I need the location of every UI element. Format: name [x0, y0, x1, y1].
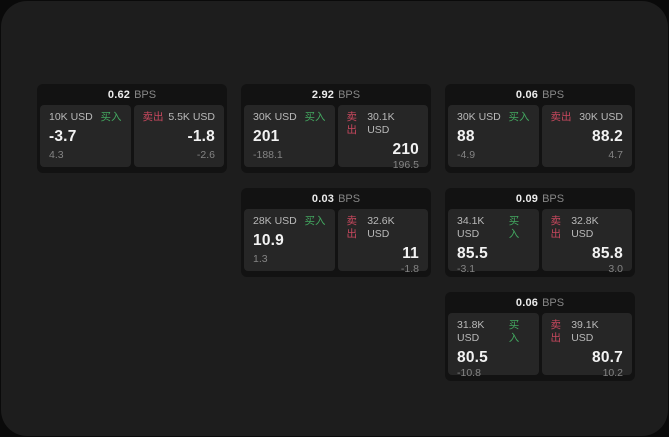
buy-panel[interactable]: 10K USD 买入 -3.7 4.3	[40, 105, 131, 167]
quote-card-1: 0.62 BPS 10K USD 买入 -3.7 4.3 卖出 5.5K USD…	[37, 84, 227, 173]
sell-price: 80.7	[592, 349, 623, 366]
sell-panel[interactable]: 卖出 32.8K USD 85.8 3.0	[541, 209, 632, 275]
bps-header: 0.09 BPS	[445, 188, 635, 209]
sell-price: -1.8	[187, 128, 215, 145]
buy-panel[interactable]: 34.1K USD 买入 85.5 -3.1	[448, 209, 539, 275]
buy-delta: -188.1	[253, 149, 283, 161]
sell-delta: 3.0	[608, 263, 623, 275]
bps-value: 0.03	[311, 192, 335, 205]
buy-delta: -10.8	[457, 367, 481, 379]
bps-value: 0.06	[515, 296, 539, 309]
quote-card-4: 0.03 BPS 28K USD 买入 10.9 1.3 卖出 32.6K US…	[241, 188, 431, 277]
buy-panel[interactable]: 30K USD 买入 201 -188.1	[244, 105, 335, 167]
buy-price: 10.9	[253, 232, 284, 249]
buy-price: -3.7	[49, 128, 77, 145]
buy-delta: -4.9	[457, 149, 476, 161]
sell-amount: 32.8K USD	[571, 215, 599, 240]
buy-price: 80.5	[457, 349, 488, 366]
bps-header: 0.03 BPS	[241, 188, 431, 209]
bps-unit-label: BPS	[542, 296, 565, 309]
buy-side-label: 买入	[304, 111, 326, 123]
buy-amount: 28K USD	[253, 215, 297, 227]
buy-side-label: 买入	[304, 215, 326, 227]
sell-panel[interactable]: 卖出 5.5K USD -1.8 -2.6	[133, 105, 224, 167]
sell-side-label: 卖出	[550, 111, 572, 123]
bps-unit-label: BPS	[338, 192, 361, 205]
sell-delta: 4.7	[608, 149, 623, 161]
bps-header: 0.62 BPS	[37, 84, 227, 105]
buy-panel[interactable]: 31.8K USD 买入 80.5 -10.8	[448, 313, 539, 379]
bps-value: 0.62	[107, 88, 131, 101]
buy-side-label: 买入	[508, 111, 530, 123]
bps-header: 0.06 BPS	[445, 292, 635, 313]
sell-delta: 10.2	[602, 367, 623, 379]
buy-amount: 10K USD	[49, 111, 93, 123]
buy-side-label: 买入	[508, 215, 520, 240]
buy-delta: 4.3	[49, 149, 64, 161]
sell-panel[interactable]: 卖出 30K USD 88.2 4.7	[541, 105, 632, 167]
sell-price: 85.8	[592, 245, 623, 262]
sell-amount: 32.6K USD	[367, 215, 395, 240]
quote-card-5: 0.09 BPS 34.1K USD 买入 85.5 -3.1 卖出 32.8K…	[445, 188, 635, 277]
sell-amount: 5.5K USD	[168, 111, 215, 123]
sell-side-label: 卖出	[346, 215, 358, 240]
buy-panel[interactable]: 30K USD 买入 88 -4.9	[448, 105, 539, 167]
buy-amount: 30K USD	[457, 111, 501, 123]
sell-amount: 39.1K USD	[571, 319, 599, 344]
sell-price: 210	[392, 141, 419, 158]
bps-unit-label: BPS	[542, 192, 565, 205]
bps-header: 0.06 BPS	[445, 84, 635, 105]
sell-amount: 30K USD	[579, 111, 623, 123]
sell-delta: 196.5	[392, 159, 419, 171]
buy-price: 85.5	[457, 245, 488, 262]
buy-price: 201	[253, 128, 280, 145]
bps-value: 2.92	[311, 88, 335, 101]
sell-amount: 30.1K USD	[367, 111, 395, 136]
buy-delta: 1.3	[253, 253, 268, 265]
sell-panel[interactable]: 卖出 32.6K USD 11 -1.8	[337, 209, 428, 275]
buy-side-label: 买入	[100, 111, 122, 123]
quote-card-2: 2.92 BPS 30K USD 买入 201 -188.1 卖出 30.1K …	[241, 84, 431, 173]
sell-side-label: 卖出	[142, 111, 164, 123]
buy-amount: 30K USD	[253, 111, 297, 123]
sell-panel[interactable]: 卖出 39.1K USD 80.7 10.2	[541, 313, 632, 379]
bps-value: 0.06	[515, 88, 539, 101]
sell-side-label: 卖出	[550, 319, 562, 344]
bps-unit-label: BPS	[134, 88, 157, 101]
bps-header: 2.92 BPS	[241, 84, 431, 105]
bps-unit-label: BPS	[542, 88, 565, 101]
sell-panel[interactable]: 卖出 30.1K USD 210 196.5	[337, 105, 428, 171]
bps-unit-label: BPS	[338, 88, 361, 101]
sell-price: 11	[402, 245, 419, 262]
sell-delta: -2.6	[196, 149, 215, 161]
sell-side-label: 卖出	[346, 111, 358, 136]
buy-delta: -3.1	[457, 263, 476, 275]
sell-price: 88.2	[592, 128, 623, 145]
sell-delta: -1.8	[400, 263, 419, 275]
quote-card-6: 0.06 BPS 31.8K USD 买入 80.5 -10.8 卖出 39.1…	[445, 292, 635, 381]
buy-price: 88	[457, 128, 475, 145]
buy-panel[interactable]: 28K USD 买入 10.9 1.3	[244, 209, 335, 271]
bps-value: 0.09	[515, 192, 539, 205]
quote-card-3: 0.06 BPS 30K USD 买入 88 -4.9 卖出 30K USD 8…	[445, 84, 635, 173]
buy-amount: 31.8K USD	[457, 319, 485, 344]
buy-amount: 34.1K USD	[457, 215, 485, 240]
buy-side-label: 买入	[508, 319, 520, 344]
sell-side-label: 卖出	[550, 215, 562, 240]
